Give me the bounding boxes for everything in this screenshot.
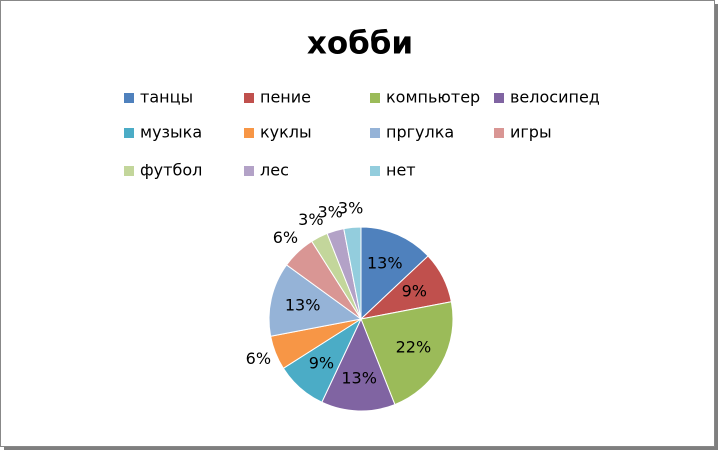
legend-swatch <box>370 166 380 176</box>
legend-swatch <box>124 128 134 138</box>
pie-slice <box>321 317 396 412</box>
legend-label: футбол <box>140 161 202 180</box>
legend-swatch <box>370 128 380 138</box>
legend-label: танцы <box>140 88 193 107</box>
legend-swatch <box>124 166 134 176</box>
pie-slice <box>360 301 454 406</box>
data-label: 9% <box>402 281 427 300</box>
legend-label: пение <box>260 88 311 107</box>
chart-title: хобби <box>307 26 413 62</box>
legend-swatch <box>494 128 504 138</box>
data-label: 3% <box>338 199 363 218</box>
data-label: 9% <box>309 353 334 372</box>
data-label: 6% <box>246 349 271 368</box>
data-label: 13% <box>285 295 321 314</box>
legend-label: нет <box>386 161 416 180</box>
data-label: 6% <box>273 228 298 247</box>
legend-swatch <box>124 93 134 103</box>
pie-slice <box>268 264 363 337</box>
data-label: 13% <box>367 254 403 273</box>
legend-label: пргулка <box>386 123 454 142</box>
data-label: 3% <box>318 202 343 221</box>
legend-label: велосипед <box>510 88 600 107</box>
legend-swatch <box>244 128 254 138</box>
legend-label: компьютер <box>386 88 480 107</box>
legend-label: куклы <box>260 123 312 142</box>
legend-swatch <box>370 93 380 103</box>
legend-swatch <box>244 166 254 176</box>
data-label: 22% <box>396 337 432 356</box>
legend-label: музыка <box>140 123 202 142</box>
legend-label: лес <box>260 161 289 180</box>
pie-slice <box>360 226 429 321</box>
pie-slice <box>343 226 362 320</box>
data-label: 3% <box>298 210 323 229</box>
data-label: 13% <box>341 368 377 387</box>
legend-swatch <box>244 93 254 103</box>
legend-swatch <box>494 93 504 103</box>
legend-label: игры <box>510 123 552 142</box>
